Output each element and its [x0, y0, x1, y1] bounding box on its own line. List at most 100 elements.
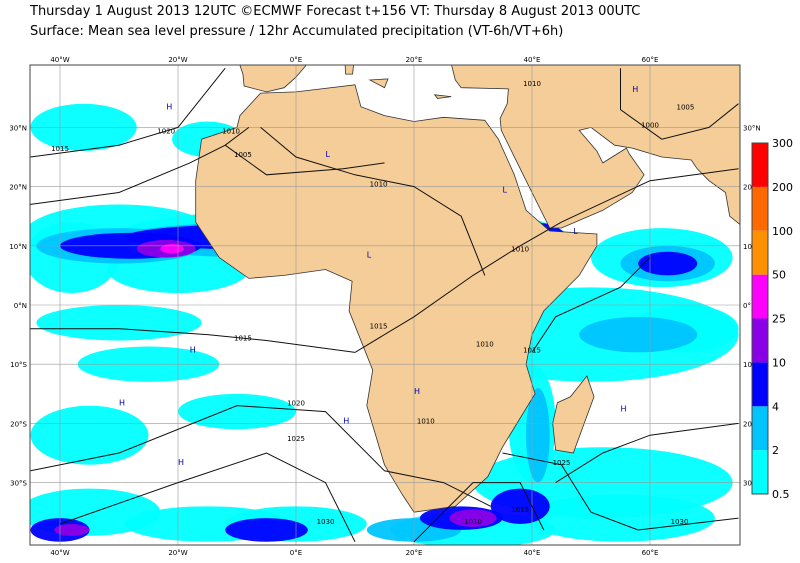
colorbar-band	[752, 230, 768, 275]
colorbar-label: 200	[772, 181, 793, 194]
precipitation	[225, 518, 308, 542]
isobar-label: 1010	[370, 181, 388, 189]
colorbar-label: 10	[772, 356, 786, 369]
lon-label: 20°W	[168, 549, 187, 557]
lon-label: 40°E	[524, 549, 541, 557]
land	[433, 94, 452, 99]
lon-label: 20°E	[406, 56, 423, 64]
isobar	[260, 127, 486, 276]
isobar	[620, 68, 739, 140]
isobar	[59, 452, 356, 543]
isobar-label: 1010	[476, 340, 494, 348]
lat-label: 0°N	[743, 302, 756, 310]
land	[552, 375, 595, 454]
isobar-label: 1010	[417, 417, 435, 425]
colorbar-frame	[751, 142, 769, 495]
precipitation	[579, 316, 698, 353]
colorbar-band	[752, 186, 768, 231]
precipitation	[160, 244, 184, 254]
lat-label: 30°N	[743, 124, 761, 132]
pressure-centre: H	[190, 345, 196, 354]
colorbar-band	[752, 362, 768, 407]
isobar-label: 1025	[553, 459, 571, 467]
lon-label: 20°W	[168, 56, 187, 64]
isobar	[555, 422, 739, 484]
isobar-label: 1005	[676, 104, 694, 112]
pressure-centre: L	[367, 251, 372, 260]
colorbar-label: 2	[772, 444, 779, 457]
colorbar-band	[752, 143, 768, 187]
isobar-label: 1015	[234, 335, 252, 343]
lat-label: 20°N	[9, 184, 27, 192]
colorbar-label: 4	[772, 400, 779, 413]
lon-label: 40°W	[50, 549, 69, 557]
colorbar-label: 0.5	[772, 488, 790, 501]
pressure-centre: H	[414, 387, 420, 396]
colorbar-band	[752, 318, 768, 363]
isobar-label: 1015	[370, 323, 388, 331]
map-frame	[29, 64, 741, 546]
lat-label: 10°S	[10, 361, 27, 369]
precipitation	[638, 251, 698, 276]
pressure-centre: L	[503, 186, 508, 195]
lon-label: 60°E	[642, 549, 659, 557]
isobar	[224, 144, 385, 176]
isobar	[502, 452, 739, 531]
precipitation	[54, 524, 90, 536]
lon-label: 40°E	[524, 56, 541, 64]
pressure-centre: H	[621, 405, 627, 414]
isobar-label: 1020	[157, 127, 175, 135]
lon-label: 0°E	[290, 56, 302, 64]
lat-label: 10°N	[9, 243, 27, 251]
colorbar-band	[752, 406, 768, 451]
land	[239, 65, 307, 93]
isobar-label: 1010	[523, 80, 541, 88]
precipitation	[449, 509, 497, 527]
colorbar-label: 300	[772, 137, 793, 150]
precipitation	[526, 494, 715, 542]
colorbar-band	[752, 450, 768, 494]
precipitation	[490, 488, 550, 524]
land	[368, 78, 389, 89]
lon-label: 0°E	[290, 549, 302, 557]
lat-label: 30°N	[9, 124, 27, 132]
isobar-label: 1030	[671, 518, 689, 526]
pressure-centre: L	[573, 227, 578, 236]
isobar	[30, 67, 226, 158]
isobar-label: 1015	[51, 145, 69, 153]
precipitation	[30, 405, 149, 465]
title: Thursday 1 August 2013 12UTC ©ECMWF Fore…	[30, 4, 641, 19]
lat-label: 20°S	[10, 420, 27, 428]
isobar-label: 1010	[464, 518, 482, 526]
subtitle: Surface: Mean sea level pressure / 12hr …	[30, 24, 564, 39]
pressure-centre: L	[326, 150, 331, 159]
isobar	[30, 405, 491, 507]
lon-label: 20°E	[406, 549, 423, 557]
land	[451, 65, 740, 229]
pressure-centre: H	[178, 458, 184, 467]
isobar-label: 1005	[234, 151, 252, 159]
colorbar-label: 50	[772, 269, 786, 282]
isobar-label: 1000	[641, 121, 659, 129]
isobar-label: 1030	[317, 518, 335, 526]
colorbar-band	[752, 274, 768, 319]
isobar-label: 1025	[287, 435, 305, 443]
isobar	[531, 257, 651, 353]
precipitation	[178, 393, 296, 430]
isobar-label: 1020	[287, 400, 305, 408]
lat-label: 0°N	[14, 302, 27, 310]
pressure-centre: H	[166, 103, 172, 112]
lon-label: 60°E	[642, 56, 659, 64]
land	[344, 65, 354, 75]
lat-label: 30°S	[10, 480, 27, 488]
isobar-label: 1015	[523, 346, 541, 354]
isobar	[30, 168, 739, 353]
lon-label: 40°W	[50, 56, 69, 64]
isobar-label: 1010	[511, 246, 529, 254]
isobar-label: 1015	[511, 506, 529, 514]
pressure-centre: H	[119, 399, 125, 408]
precipitation	[36, 305, 202, 341]
isobar	[413, 482, 545, 543]
